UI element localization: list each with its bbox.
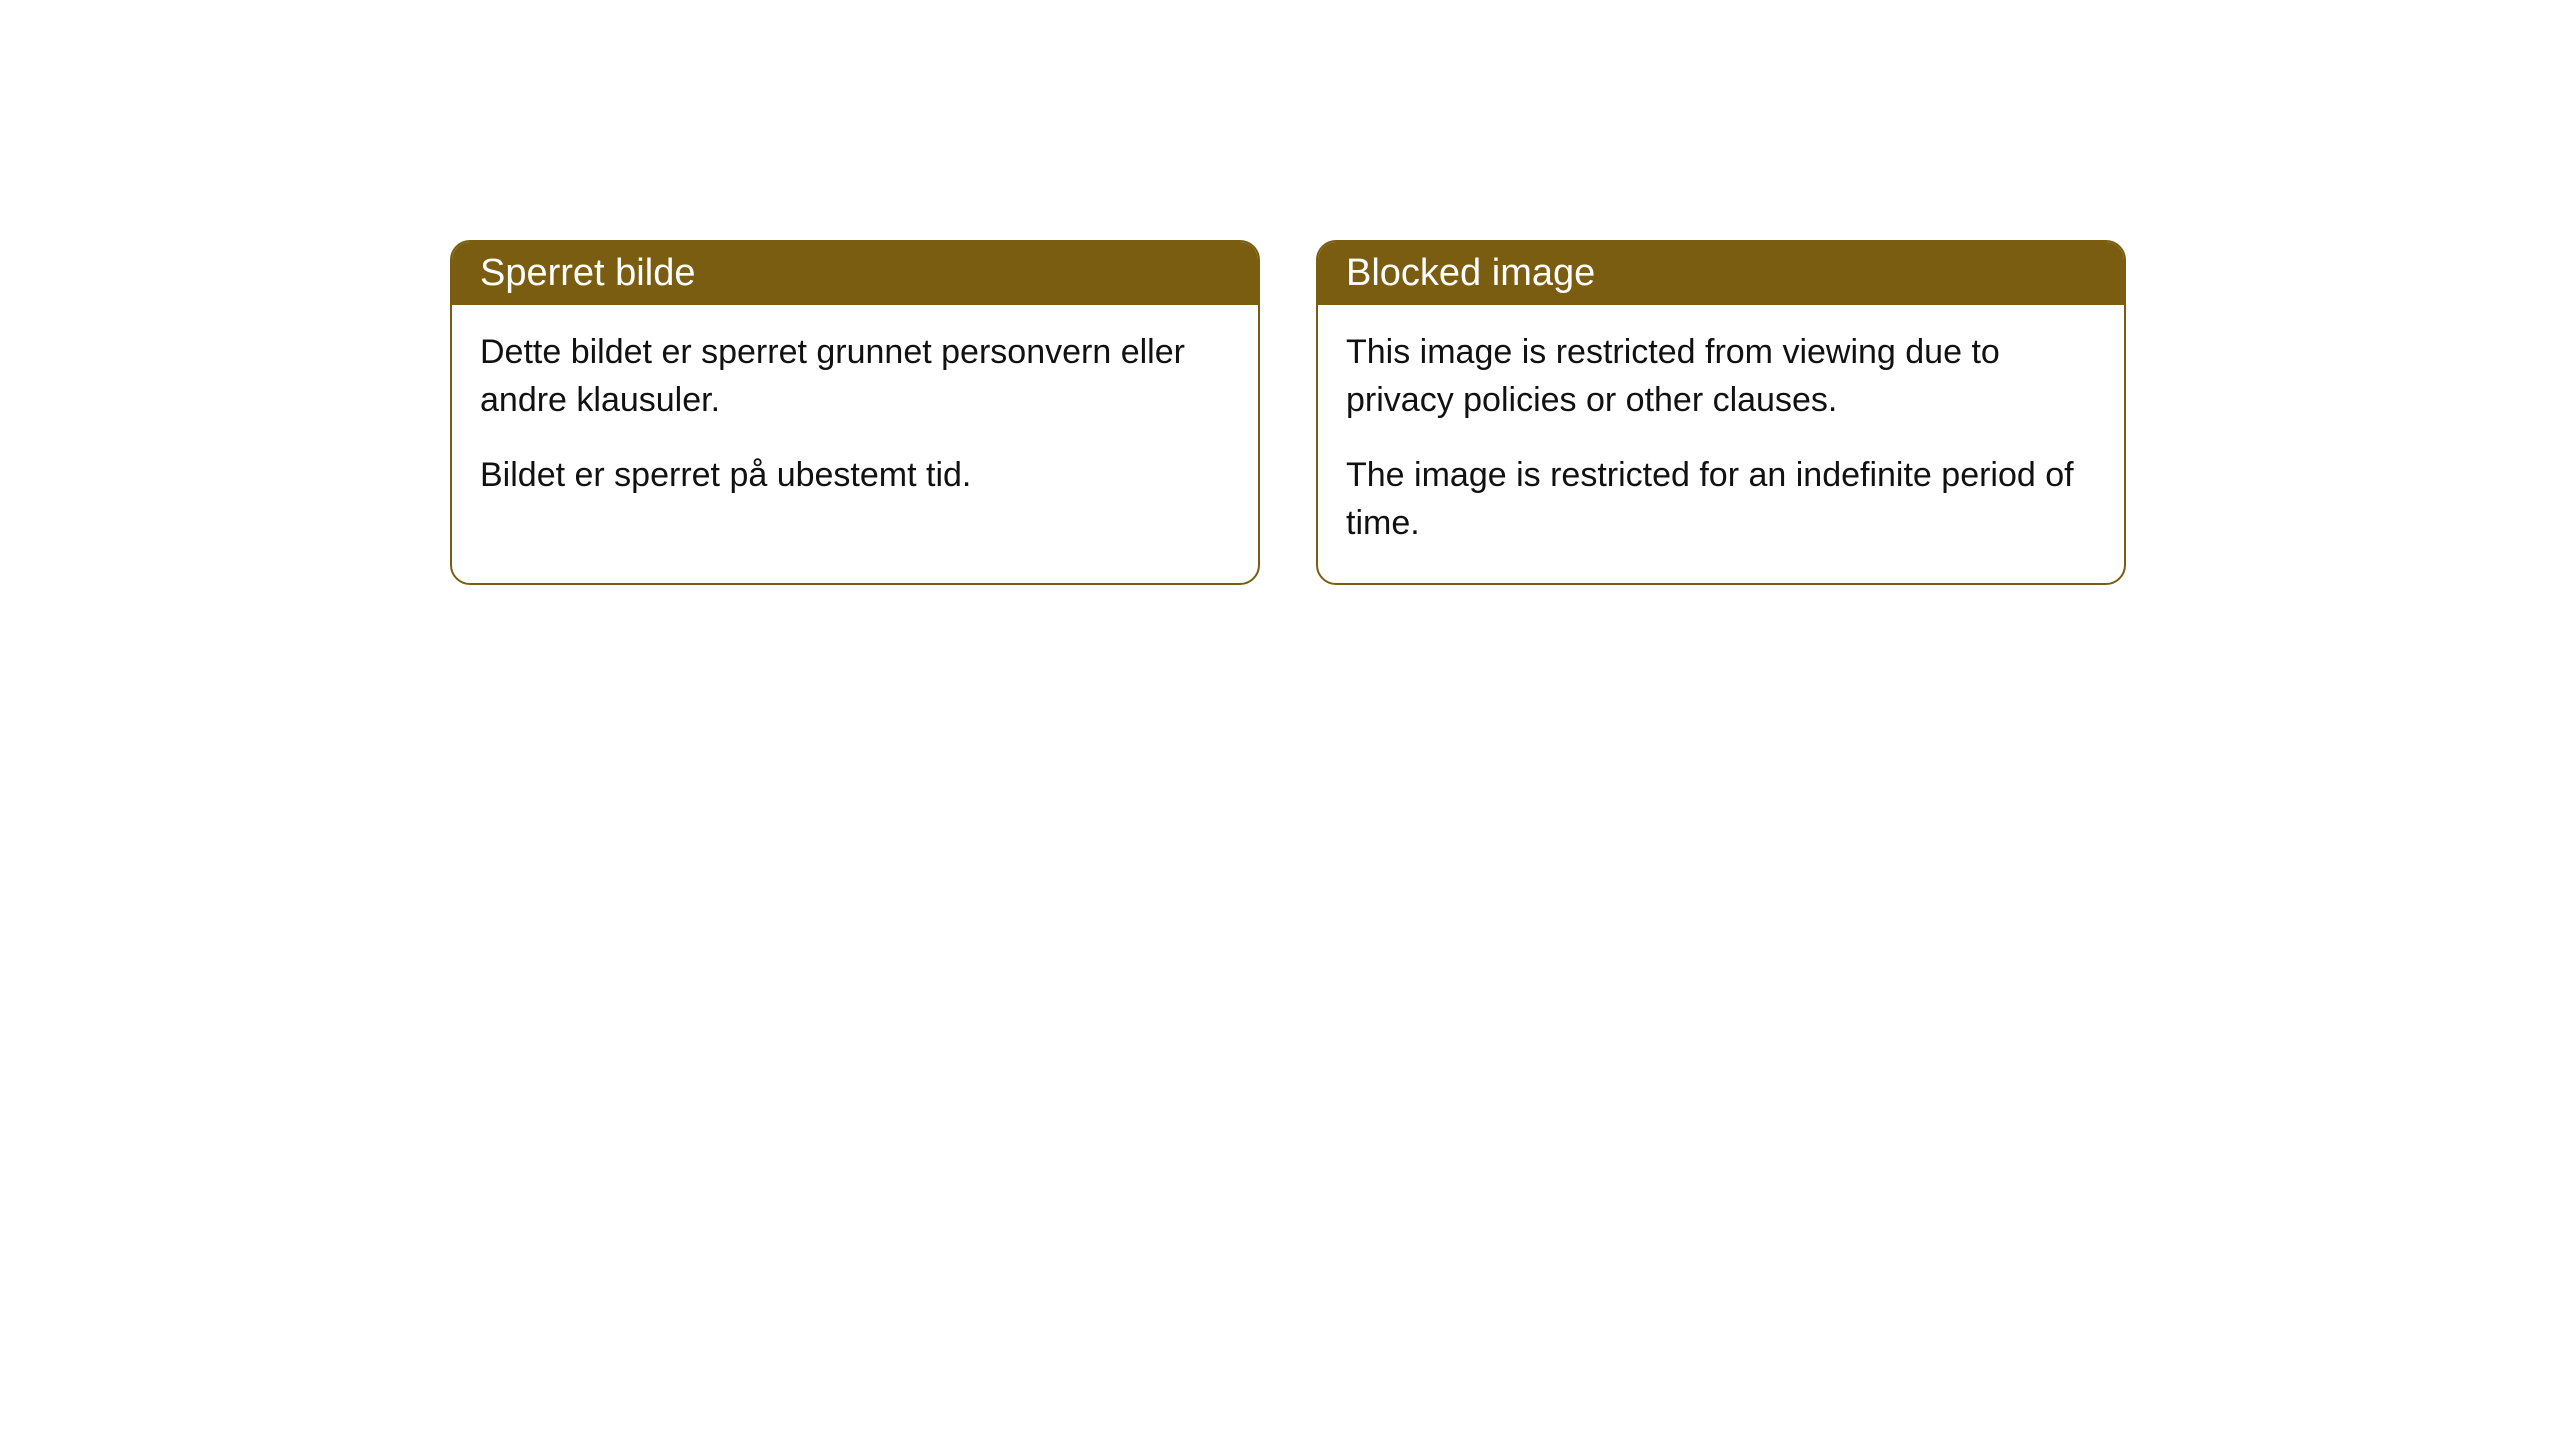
card-paragraph: Dette bildet er sperret grunnet personve… <box>480 329 1230 424</box>
card-paragraph: Bildet er sperret på ubestemt tid. <box>480 452 1230 500</box>
card-paragraph: This image is restricted from viewing du… <box>1346 329 2096 424</box>
card-body-english: This image is restricted from viewing du… <box>1318 305 2124 583</box>
card-header-norwegian: Sperret bilde <box>452 242 1258 305</box>
notice-cards-container: Sperret bilde Dette bildet er sperret gr… <box>450 240 2126 585</box>
notice-card-english: Blocked image This image is restricted f… <box>1316 240 2126 585</box>
card-paragraph: The image is restricted for an indefinit… <box>1346 452 2096 547</box>
notice-card-norwegian: Sperret bilde Dette bildet er sperret gr… <box>450 240 1260 585</box>
card-body-norwegian: Dette bildet er sperret grunnet personve… <box>452 305 1258 536</box>
card-header-english: Blocked image <box>1318 242 2124 305</box>
